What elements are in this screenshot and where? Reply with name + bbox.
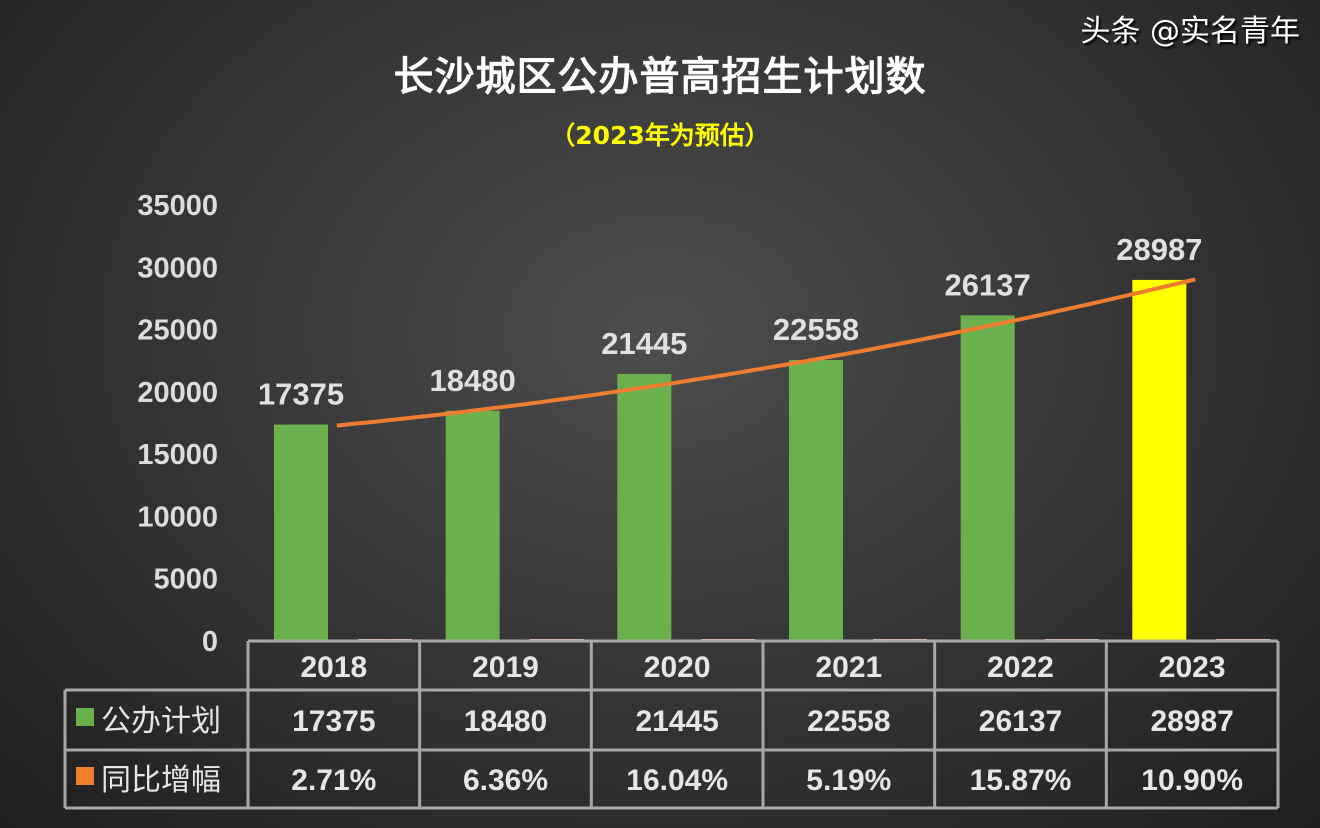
data-label: 26137	[945, 267, 1031, 302]
table-cell-growth: 10.90%	[1141, 764, 1243, 797]
x-tick-label: 2019	[472, 651, 539, 684]
chart-subtitle: （2023年为预估）	[550, 121, 770, 150]
data-label: 22558	[773, 312, 859, 347]
table-cell-growth: 15.87%	[970, 764, 1072, 797]
data-label: 21445	[601, 326, 687, 361]
y-tick-label: 25000	[137, 315, 218, 347]
bar-2020	[617, 373, 672, 641]
data-label: 28987	[1116, 232, 1202, 267]
x-tick-label: 2020	[644, 651, 711, 684]
y-tick-label: 35000	[137, 190, 218, 222]
legend-swatch-growth	[76, 767, 94, 785]
table-cell-plan: 26137	[979, 705, 1062, 738]
x-tick-label: 2021	[815, 651, 882, 684]
bar-2021	[789, 359, 843, 641]
table-cell-growth: 5.19%	[806, 764, 891, 797]
table-cell-plan: 22558	[807, 705, 890, 738]
table-cell-plan: 21445	[635, 705, 718, 738]
bar-2022	[960, 315, 1015, 641]
bar-2023	[1132, 279, 1187, 641]
legend-label-plan: 公办计划	[101, 704, 221, 739]
legend-label-growth: 同比增幅	[101, 763, 221, 798]
legend-swatch-plan	[76, 708, 94, 726]
y-tick-label: 15000	[137, 439, 218, 471]
chart-title: 长沙城区公办普高招生计划数	[393, 54, 927, 100]
watermark: 头条 @实名青年	[1080, 14, 1300, 49]
data-label: 17375	[258, 377, 344, 412]
x-tick-label: 2018	[300, 651, 367, 684]
bar-2019	[445, 410, 500, 641]
trendline	[336, 277, 1196, 428]
table-cell-growth: 16.04%	[626, 764, 728, 797]
y-tick-label: 0	[202, 626, 218, 658]
table-cell-plan: 18480	[464, 705, 547, 738]
bar-2018	[274, 424, 328, 641]
x-tick-label: 2023	[1159, 651, 1226, 684]
x-tick-label: 2022	[987, 651, 1054, 684]
y-tick-label: 20000	[137, 377, 218, 409]
table-cell-growth: 2.71%	[291, 764, 376, 797]
table-cell-growth: 6.36%	[463, 764, 548, 797]
table-cell-plan: 17375	[292, 705, 375, 738]
y-tick-label: 5000	[153, 564, 218, 596]
data-label: 18480	[430, 363, 516, 398]
table-cell-plan: 28987	[1150, 705, 1233, 738]
y-tick-label: 30000	[137, 252, 218, 284]
y-tick-label: 10000	[137, 501, 218, 533]
